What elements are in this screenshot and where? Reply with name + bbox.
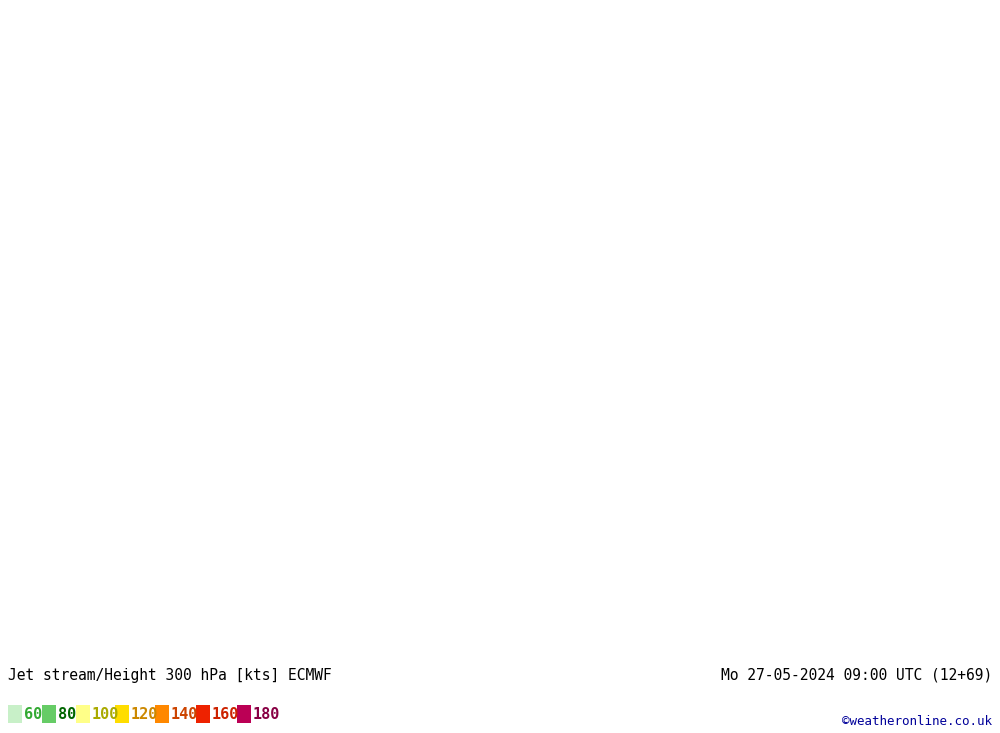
Bar	[76, 705, 90, 723]
Text: 120: 120	[131, 707, 158, 722]
Text: Jet stream/Height 300 hPa [kts] ECMWF: Jet stream/Height 300 hPa [kts] ECMWF	[8, 668, 332, 683]
Bar	[115, 705, 129, 723]
Bar	[42, 705, 56, 723]
Text: 180: 180	[253, 707, 280, 722]
Bar	[8, 705, 22, 723]
Bar	[237, 705, 251, 723]
Text: 140: 140	[171, 707, 198, 722]
Text: 80: 80	[58, 707, 76, 722]
Bar	[196, 705, 210, 723]
Text: ©weatheronline.co.uk: ©weatheronline.co.uk	[842, 715, 992, 728]
Text: 160: 160	[212, 707, 239, 722]
Text: 60: 60	[24, 707, 42, 722]
Text: Mo 27-05-2024 09:00 UTC (12+69): Mo 27-05-2024 09:00 UTC (12+69)	[721, 668, 992, 683]
Text: 100: 100	[92, 707, 119, 722]
Bar	[155, 705, 169, 723]
